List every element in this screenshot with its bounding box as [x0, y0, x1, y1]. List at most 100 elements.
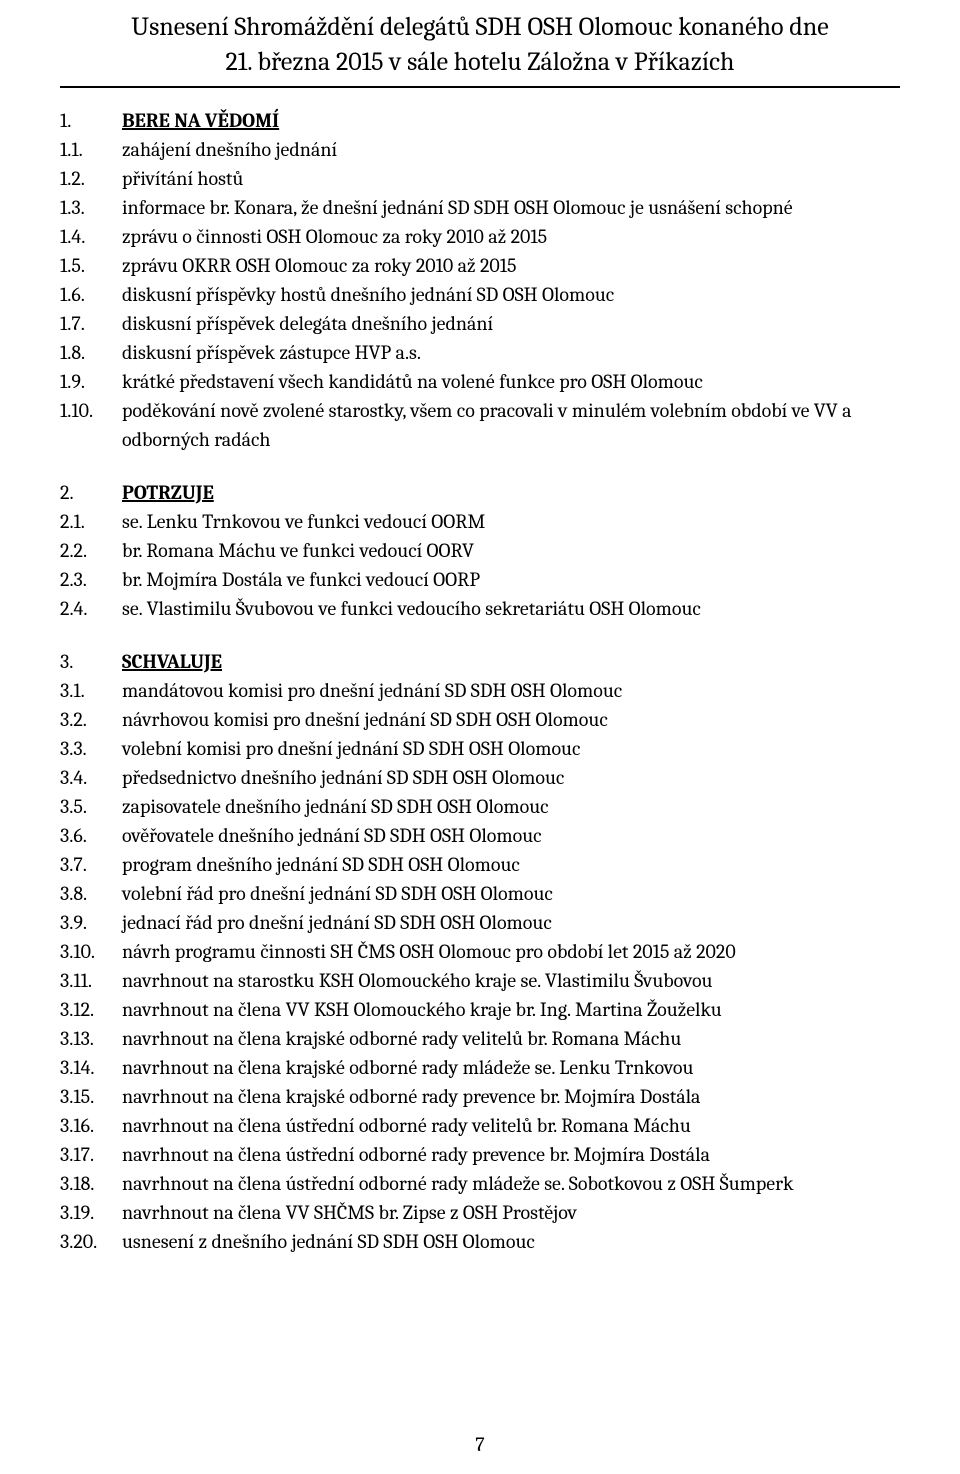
list-item: 3.2.návrhovou komisi pro dnešní jednání … [60, 705, 900, 734]
section-number: 1. [60, 106, 122, 135]
list-item: 1.9.krátké představení všech kandidátů n… [60, 367, 900, 396]
section-1: 1. BERE NA VĚDOMÍ 1.1.zahájení dnešního … [60, 106, 900, 454]
list-item: 2.1.se. Lenku Trnkovou ve funkci vedoucí… [60, 507, 900, 536]
list-item: 3.1.mandátovou komisi pro dnešní jednání… [60, 676, 900, 705]
item-text: jednací řád pro dnešní jednání SD SDH OS… [122, 908, 900, 937]
section-3: 3. SCHVALUJE 3.1.mandátovou komisi pro d… [60, 647, 900, 1256]
item-text: návrhovou komisi pro dnešní jednání SD S… [122, 705, 900, 734]
list-item: 3.17.navrhnout na člena ústřední odborné… [60, 1140, 900, 1169]
item-text: zprávu o činnosti OSH Olomouc za roky 20… [122, 222, 900, 251]
item-number: 3.7. [60, 850, 122, 879]
item-number: 3.11. [60, 966, 122, 995]
item-number: 1.7. [60, 309, 122, 338]
item-number: 3.14. [60, 1053, 122, 1082]
list-item: 2.2.br. Romana Máchu ve funkci vedoucí O… [60, 536, 900, 565]
list-item: 2.3.br. Mojmíra Dostála ve funkci vedouc… [60, 565, 900, 594]
item-number: 1.2. [60, 164, 122, 193]
item-number: 3.15. [60, 1082, 122, 1111]
item-number: 3.13. [60, 1024, 122, 1053]
item-text: přivítání hostů [122, 164, 900, 193]
page-number: 7 [0, 1433, 960, 1456]
item-text: zahájení dnešního jednání [122, 135, 900, 164]
list-item: 3.9.jednací řád pro dnešní jednání SD SD… [60, 908, 900, 937]
item-text: volební komisi pro dnešní jednání SD SDH… [122, 734, 900, 763]
item-number: 3.20. [60, 1227, 122, 1256]
list-item: 3.18.navrhnout na člena ústřední odborné… [60, 1169, 900, 1198]
item-number: 3.16. [60, 1111, 122, 1140]
item-number: 1.10. [60, 396, 122, 425]
list-item: 3.7.program dnešního jednání SD SDH OSH … [60, 850, 900, 879]
item-number: 1.6. [60, 280, 122, 309]
section-heading: BERE NA VĚDOMÍ [122, 106, 900, 135]
item-number: 3.6. [60, 821, 122, 850]
list-item: 3.16.navrhnout na člena ústřední odborné… [60, 1111, 900, 1140]
item-text: předsednictvo dnešního jednání SD SDH OS… [122, 763, 900, 792]
title-line-2: 21. března 2015 v sále hotelu Záložna v … [70, 45, 890, 80]
item-text: program dnešního jednání SD SDH OSH Olom… [122, 850, 900, 879]
item-text: navrhnout na člena krajské odborné rady … [122, 1053, 900, 1082]
list-item: 2.4.se. Vlastimilu Švubovou ve funkci ve… [60, 594, 900, 623]
item-number: 3.5. [60, 792, 122, 821]
list-item: 1.1.zahájení dnešního jednání [60, 135, 900, 164]
list-item: 1.5.zprávu OKRR OSH Olomouc za roky 2010… [60, 251, 900, 280]
section-heading-row: 3. SCHVALUJE [60, 647, 900, 676]
item-number: 3.18. [60, 1169, 122, 1198]
item-text: krátké představení všech kandidátů na vo… [122, 367, 900, 396]
item-number: 3.9. [60, 908, 122, 937]
section-heading: POTRZUJE [122, 478, 900, 507]
item-number: 1.8. [60, 338, 122, 367]
item-text: usnesení z dnešního jednání SD SDH OSH O… [122, 1227, 900, 1256]
list-item: 1.4.zprávu o činnosti OSH Olomouc za rok… [60, 222, 900, 251]
item-number: 3.17. [60, 1140, 122, 1169]
list-item: 1.2.přivítání hostů [60, 164, 900, 193]
item-number: 3.3. [60, 734, 122, 763]
item-text: br. Romana Máchu ve funkci vedoucí OORV [122, 536, 900, 565]
section-2: 2. POTRZUJE 2.1.se. Lenku Trnkovou ve fu… [60, 478, 900, 623]
item-text: diskusní příspěvek delegáta dnešního jed… [122, 309, 900, 338]
item-text: br. Mojmíra Dostála ve funkci vedoucí OO… [122, 565, 900, 594]
list-item: 3.6.ověřovatele dnešního jednání SD SDH … [60, 821, 900, 850]
item-text: navrhnout na člena krajské odborné rady … [122, 1082, 900, 1111]
item-number: 2.2. [60, 536, 122, 565]
item-text: ověřovatele dnešního jednání SD SDH OSH … [122, 821, 900, 850]
item-number: 2.3. [60, 565, 122, 594]
item-number: 3.19. [60, 1198, 122, 1227]
list-item: 1.10.poděkování nově zvolené starostky, … [60, 396, 900, 454]
item-text: navrhnout na člena ústřední odborné rady… [122, 1169, 900, 1198]
section-heading: SCHVALUJE [122, 647, 900, 676]
item-number: 3.4. [60, 763, 122, 792]
list-item: 3.19.navrhnout na člena VV SHČMS br. Zip… [60, 1198, 900, 1227]
list-item: 1.6.diskusní příspěvky hostů dnešního je… [60, 280, 900, 309]
section-heading-row: 2. POTRZUJE [60, 478, 900, 507]
list-item: 3.12.navrhnout na člena VV KSH Olomoucké… [60, 995, 900, 1024]
item-text: zprávu OKRR OSH Olomouc za roky 2010 až … [122, 251, 900, 280]
item-number: 1.4. [60, 222, 122, 251]
item-text: se. Lenku Trnkovou ve funkci vedoucí OOR… [122, 507, 900, 536]
item-text: poděkování nově zvolené starostky, všem … [122, 396, 900, 454]
item-number: 1.3. [60, 193, 122, 222]
item-number: 3.12. [60, 995, 122, 1024]
item-text: navrhnout na člena ústřední odborné rady… [122, 1140, 900, 1169]
item-text: navrhnout na člena krajské odborné rady … [122, 1024, 900, 1053]
list-item: 3.3.volební komisi pro dnešní jednání SD… [60, 734, 900, 763]
list-item: 3.8.volební řád pro dnešní jednání SD SD… [60, 879, 900, 908]
item-number: 3.1. [60, 676, 122, 705]
list-item: 3.13.navrhnout na člena krajské odborné … [60, 1024, 900, 1053]
list-item: 3.10.návrh programu činnosti SH ČMS OSH … [60, 937, 900, 966]
item-text: navrhnout na člena VV KSH Olomouckého kr… [122, 995, 900, 1024]
document-title: Usnesení Shromáždění delegátů SDH OSH Ol… [60, 10, 900, 88]
title-line-1: Usnesení Shromáždění delegátů SDH OSH Ol… [70, 10, 890, 45]
item-number: 1.1. [60, 135, 122, 164]
item-text: se. Vlastimilu Švubovou ve funkci vedouc… [122, 594, 900, 623]
item-text: navrhnout na člena VV SHČMS br. Zipse z … [122, 1198, 900, 1227]
list-item: 1.8.diskusní příspěvek zástupce HVP a.s. [60, 338, 900, 367]
item-number: 1.9. [60, 367, 122, 396]
list-item: 3.20.usnesení z dnešního jednání SD SDH … [60, 1227, 900, 1256]
item-text: mandátovou komisi pro dnešní jednání SD … [122, 676, 900, 705]
list-item: 3.11.navrhnout na starostku KSH Olomouck… [60, 966, 900, 995]
item-text: návrh programu činnosti SH ČMS OSH Olomo… [122, 937, 900, 966]
list-item: 3.15.navrhnout na člena krajské odborné … [60, 1082, 900, 1111]
item-text: navrhnout na starostku KSH Olomouckého k… [122, 966, 900, 995]
document-page: Usnesení Shromáždění delegátů SDH OSH Ol… [0, 0, 960, 1474]
list-item: 1.3.informace br. Konara, že dnešní jedn… [60, 193, 900, 222]
